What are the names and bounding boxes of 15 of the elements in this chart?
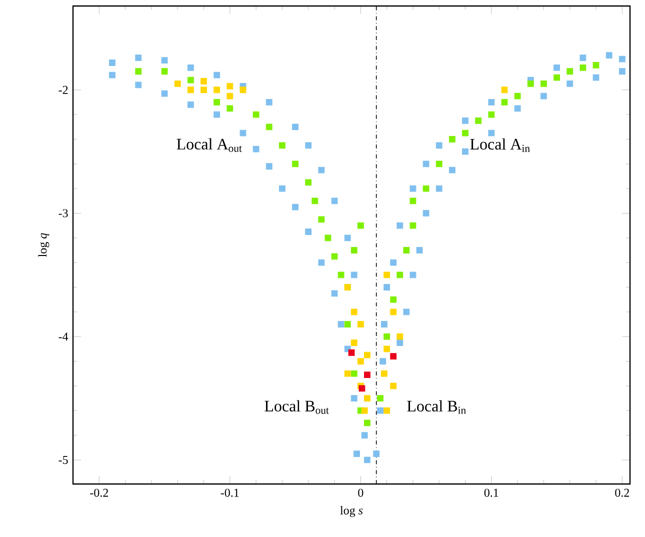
y-tick-label: -3 [58,209,68,218]
y-tick-label: -2 [58,86,68,94]
y-tick-label: -4 [58,332,68,341]
annotation: Local B$_{in}$ [407,400,466,414]
annotation: Local A$_{in}$ [470,138,530,152]
x-tick-label: -0.2 [90,488,108,497]
x-tick-label: 0.2 [615,488,629,497]
x-tick-label: 0.1 [484,488,498,497]
annotation: Local A$_{out}$ [176,138,242,152]
x-tick-label: 0 [358,488,364,497]
y-axis-title: log q [38,233,50,257]
annotation: Local B$_{out}$ [264,400,329,414]
x-axis-title: log s [340,506,363,517]
x-tick-label: -0.1 [220,488,239,497]
y-tick-label: -5 [58,456,68,464]
